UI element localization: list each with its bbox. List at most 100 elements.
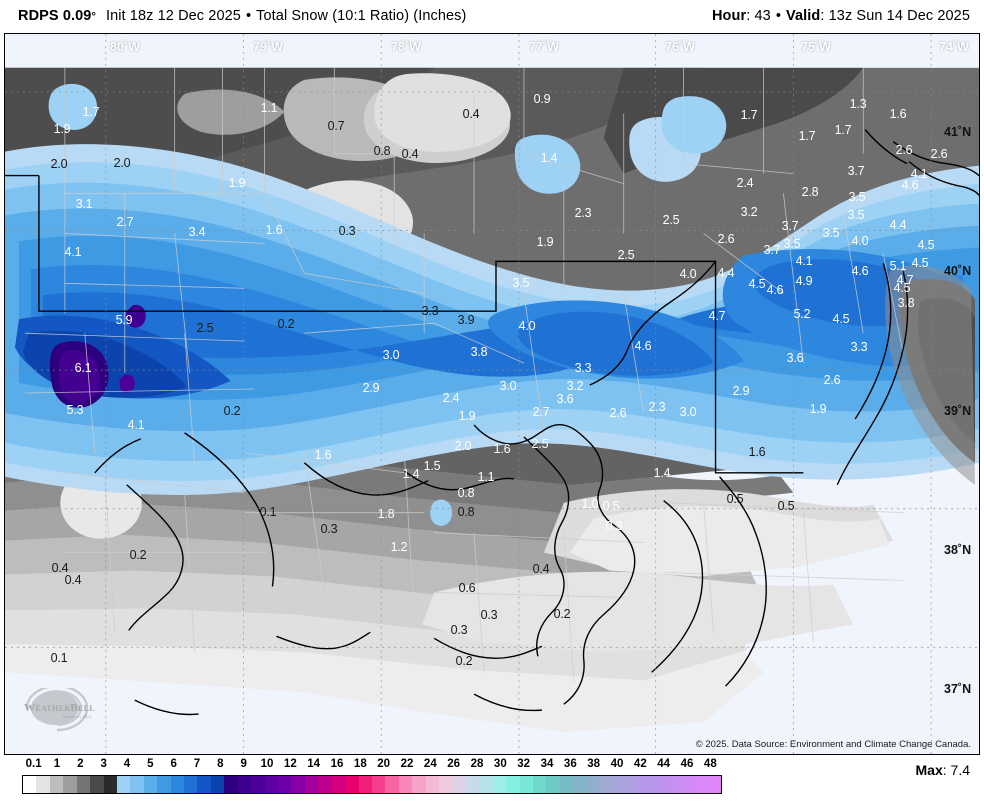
map-panel[interactable]: 80˚W 79˚W 78˚W 77˚W 76˚W 75˚W 74˚W 41˚N 40˚N 39˚… — [4, 33, 980, 755]
colorbar-swatch — [425, 776, 440, 793]
colorbar-tick: 36 — [563, 758, 577, 770]
colorbar-tick: 40 — [610, 758, 624, 770]
colorbar-tick: 8 — [217, 758, 224, 770]
colorbar-tick: 5 — [147, 758, 154, 770]
colorbar-tick: 30 — [493, 758, 507, 770]
colorbar-swatch — [184, 776, 198, 793]
header-bullet-left: • — [245, 8, 252, 24]
weatherbell-watermark: WeatherBell Analytics LLC — [15, 684, 123, 732]
colorbar-swatch — [533, 776, 547, 793]
header-left: RDPS 0.09 ° Init 18z 12 Dec 2025 • Total Sno… — [18, 8, 466, 24]
colorbar-tick: 12 — [283, 758, 297, 770]
colorbar-tick: 2 — [77, 758, 84, 770]
colorbar-swatch — [130, 776, 144, 793]
degree-symbol: ° — [91, 11, 96, 23]
snow-accumulation-field — [5, 34, 979, 754]
colorbar-swatch — [667, 776, 681, 793]
colorbar-swatch — [519, 776, 534, 793]
colorbar-tick: 28 — [470, 758, 484, 770]
colorbar-swatch — [694, 776, 708, 793]
max-label: Max — [915, 762, 943, 778]
colorbar-swatch — [479, 776, 493, 793]
hour-label: Hour — [711, 8, 747, 24]
colorbar-swatch — [251, 776, 265, 793]
colorbar-swatch — [506, 776, 520, 793]
model-name: RDPS 0.09 — [18, 8, 92, 24]
colorbar-swatch — [707, 776, 721, 793]
colorbar-tick: 1 — [53, 758, 61, 770]
colorbar-swatch — [304, 776, 319, 793]
colorbar-swatch — [653, 776, 668, 793]
colorbar-swatch — [345, 776, 359, 793]
colorbar-swatch — [640, 776, 654, 793]
colorbar-swatch — [63, 776, 77, 793]
colorbar-swatch — [318, 776, 332, 793]
colorbar-tick: 3 — [100, 758, 107, 770]
colorbar-swatch — [412, 776, 426, 793]
colorbar-swatch — [264, 776, 279, 793]
copyright-notice: © 2025. Data Source: Environment and Cli… — [695, 739, 971, 750]
colorbar-legend[interactable]: 0.1 1 2 3 4 5 6 7 8 9 10 12 14 16 18 20 22 24 26 28 30 32 34 36… — [4, 758, 728, 804]
colorbar-swatch — [559, 776, 574, 793]
colorbar-tick: 26 — [447, 758, 461, 770]
colorbar-swatch — [465, 776, 480, 793]
colorbar-tick: 0.1 — [25, 758, 42, 770]
colorbar-tick: 32 — [517, 758, 531, 770]
colorbar-swatch — [90, 776, 104, 793]
colorbar-tick: 22 — [400, 758, 414, 770]
colorbar-tick: 38 — [587, 758, 601, 770]
colorbar-swatch — [36, 776, 50, 793]
colorbar-gradient — [22, 775, 722, 794]
colorbar-swatch — [170, 776, 185, 793]
colorbar-tick: 18 — [353, 758, 367, 770]
colorbar-swatch — [626, 776, 641, 793]
colorbar-tick: 10 — [260, 758, 274, 770]
watermark-swirl-icon — [25, 684, 89, 732]
colorbar-swatch — [358, 776, 372, 793]
colorbar-tick: 16 — [330, 758, 344, 770]
colorbar-tick: 48 — [703, 758, 717, 770]
colorbar-swatch — [116, 776, 131, 793]
colorbar-tick-labels: 0.1 1 2 3 4 5 6 7 8 9 10 12 14 16 18 20 22 24 26 28 30 32 34 36… — [4, 758, 728, 773]
colorbar-swatch — [210, 776, 225, 793]
max-value: 7.4 — [950, 762, 970, 778]
product-name: Total Snow (10:1 Ratio) (Inches) — [256, 8, 467, 24]
watermark-text: WeatherBell — [24, 702, 95, 714]
colorbar-tick: 7 — [193, 758, 201, 770]
colorbar-swatch — [398, 776, 413, 793]
colorbar-swatch — [224, 776, 238, 793]
colorbar-swatch — [371, 776, 386, 793]
valid-label: Valid — [786, 8, 821, 24]
colorbar-tick: 46 — [680, 758, 694, 770]
colorbar-swatch — [546, 776, 560, 793]
colorbar-tick: 44 — [657, 758, 671, 770]
colorbar-swatch — [103, 776, 117, 793]
colorbar-swatch — [600, 776, 614, 793]
colorbar-swatch — [680, 776, 695, 793]
init-time: Init 18z 12 Dec 2025 — [105, 8, 241, 24]
hour-value: 43 — [754, 8, 771, 24]
colorbar-swatch — [157, 776, 171, 793]
colorbar-swatch — [385, 776, 399, 793]
colorbar-swatch — [291, 776, 305, 793]
colorbar-tick: 9 — [240, 758, 247, 770]
colorbar-swatch — [237, 776, 252, 793]
valid-value: 13z Sun 14 Dec 2025 — [828, 8, 970, 24]
colorbar-tick: 20 — [377, 758, 391, 770]
colorbar-swatch — [492, 776, 507, 793]
colorbar-tick: 6 — [170, 758, 177, 770]
colorbar-swatch — [586, 776, 601, 793]
colorbar-tick: 14 — [307, 758, 321, 770]
colorbar-tick: 4 — [123, 758, 131, 770]
colorbar-swatch — [143, 776, 158, 793]
max-value-readout: Max: 7.4 — [915, 762, 970, 778]
colorbar-tick: 42 — [633, 758, 647, 770]
colorbar-swatch — [452, 776, 466, 793]
colorbar-swatch — [23, 776, 37, 793]
colorbar-swatch — [439, 776, 453, 793]
colorbar-tick: 34 — [540, 758, 554, 770]
colorbar-swatch — [573, 776, 587, 793]
colorbar-swatch — [197, 776, 211, 793]
colorbar-swatch — [331, 776, 346, 793]
colorbar-swatch — [49, 776, 64, 793]
